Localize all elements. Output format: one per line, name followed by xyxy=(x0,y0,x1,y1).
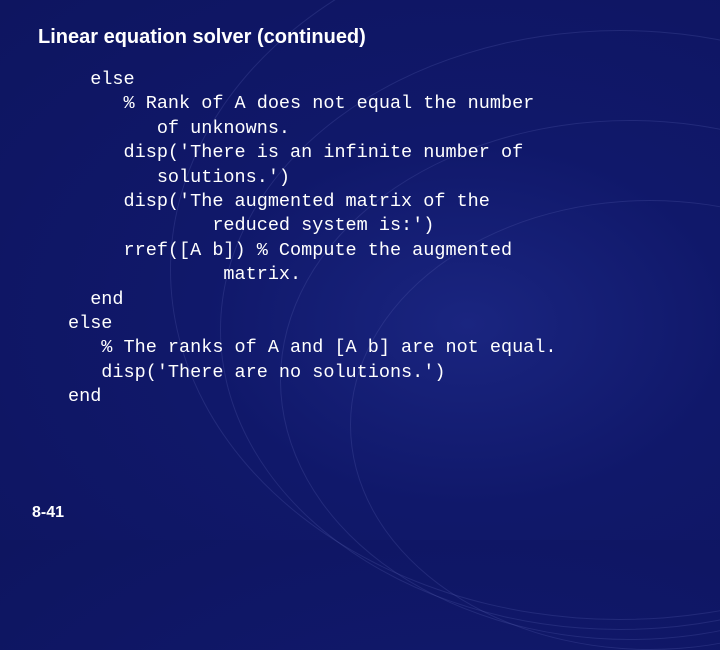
code-block: else % Rank of A does not equal the numb… xyxy=(68,68,556,410)
slide-title: Linear equation solver (continued) xyxy=(38,26,366,49)
page-number: 8-41 xyxy=(32,504,64,522)
